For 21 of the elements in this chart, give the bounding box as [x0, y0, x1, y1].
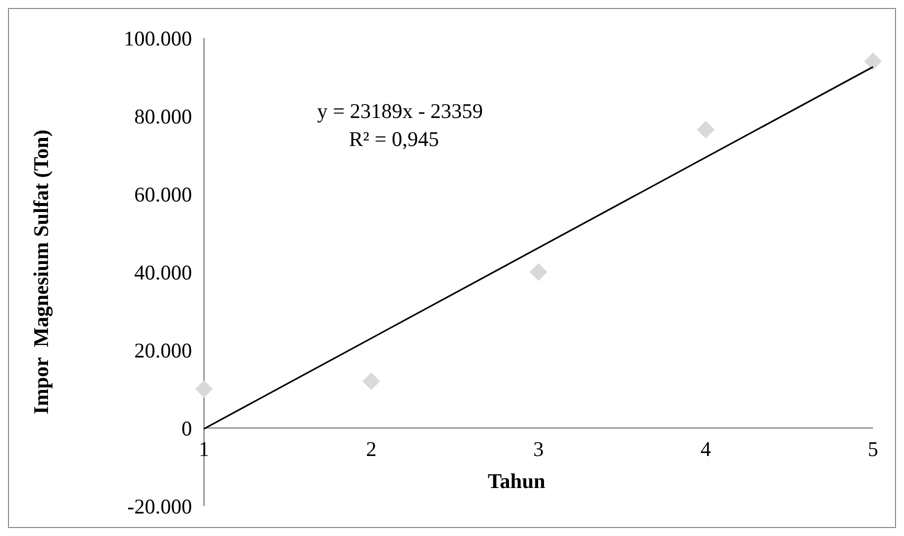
x-tick-label: 1	[198, 437, 210, 461]
y-tick-label: 100.000	[124, 26, 192, 50]
annotation: R² = 0,945	[349, 127, 439, 151]
y-tick-label: 60.000	[134, 182, 192, 206]
point	[195, 380, 213, 398]
point	[530, 263, 548, 281]
x-axis-title: Tahun	[488, 469, 546, 493]
point	[696, 120, 715, 139]
x-tick-label: 2	[366, 437, 376, 461]
y-tick-label: 40.000	[134, 260, 192, 284]
point	[362, 372, 380, 390]
y-tick-label: -20.000	[127, 494, 192, 518]
y-tick-label: 20.000	[134, 338, 192, 362]
y-tick-label: 80.000	[134, 104, 192, 128]
annotation: y = 23189x - 23359	[317, 99, 483, 123]
point	[864, 52, 882, 70]
y-tick-label: 0	[182, 416, 192, 440]
x-tick-label: 4	[700, 437, 712, 461]
x-tick-label: 3	[533, 437, 544, 461]
x-tick-label: 5	[868, 437, 878, 461]
y-axis-title: Impor Magnesium Sulfat (Ton)	[29, 130, 53, 414]
